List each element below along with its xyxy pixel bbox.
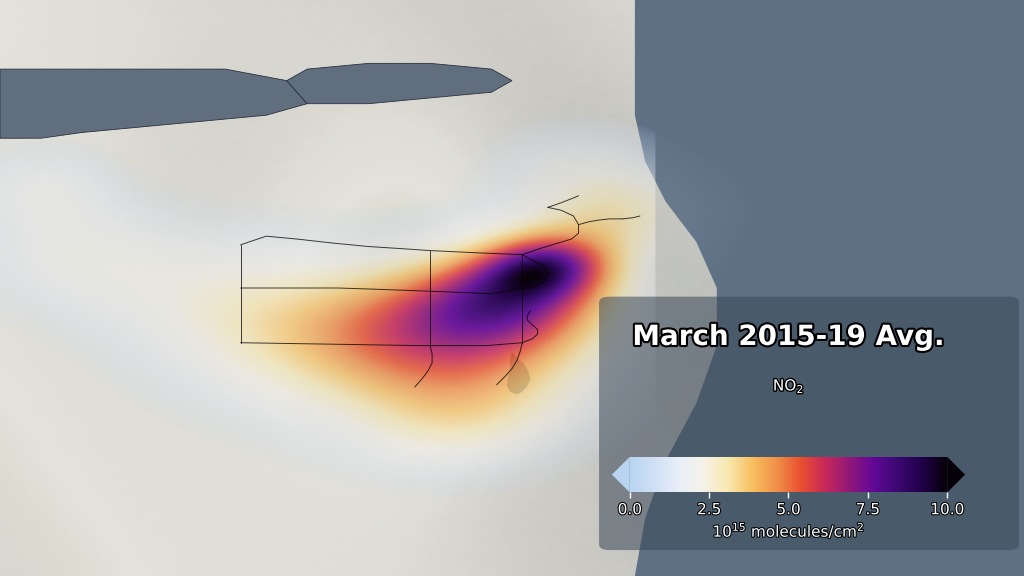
Text: NO$_2$: NO$_2$: [773, 377, 804, 395]
Polygon shape: [507, 353, 530, 395]
Polygon shape: [287, 63, 512, 104]
Polygon shape: [0, 69, 307, 138]
Text: $10^{15}$ molecules/cm$^2$: $10^{15}$ molecules/cm$^2$: [713, 520, 864, 540]
Polygon shape: [635, 0, 1024, 576]
FancyBboxPatch shape: [599, 297, 1019, 550]
Text: March 2015-19 Avg.: March 2015-19 Avg.: [633, 323, 944, 351]
